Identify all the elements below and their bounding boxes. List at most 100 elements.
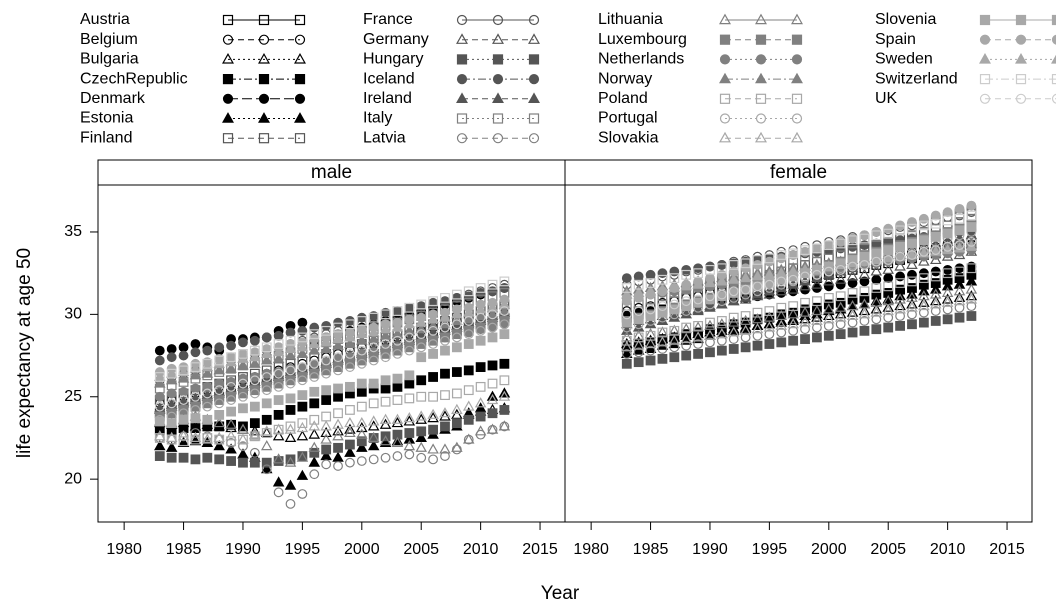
- point: [201, 433, 214, 444]
- point: [894, 293, 906, 304]
- point: [693, 263, 703, 274]
- point: [214, 385, 225, 396]
- point: [451, 403, 463, 414]
- point: [942, 228, 953, 239]
- legend-marker: [492, 33, 504, 44]
- point: [308, 441, 321, 452]
- point: [823, 313, 835, 324]
- point: [882, 304, 894, 316]
- point: [859, 276, 870, 287]
- point: [296, 430, 309, 441]
- point: [320, 420, 332, 431]
- legend-label: France: [363, 11, 413, 28]
- point: [716, 318, 728, 329]
- point: [404, 345, 415, 356]
- point: [308, 428, 321, 439]
- point: [462, 400, 475, 411]
- point: [392, 451, 403, 461]
- point: [776, 253, 787, 264]
- legend-marker: [258, 53, 270, 64]
- point: [332, 418, 344, 429]
- point: [752, 255, 763, 265]
- point: [261, 414, 272, 425]
- point: [953, 295, 966, 306]
- point: [451, 444, 462, 455]
- point: [942, 207, 953, 218]
- point: [930, 232, 941, 242]
- y-tick-label: 35: [64, 223, 82, 240]
- point: [918, 268, 929, 279]
- point: [154, 416, 165, 427]
- point: [356, 416, 368, 428]
- point: [380, 352, 391, 363]
- point: [894, 260, 906, 271]
- point: [165, 441, 178, 452]
- point: [379, 418, 392, 429]
- legend-marker: [294, 73, 306, 85]
- point: [858, 268, 871, 279]
- point: [966, 301, 977, 312]
- point: [692, 278, 704, 289]
- point: [261, 398, 272, 409]
- point: [403, 440, 416, 451]
- legend-marker: [294, 53, 306, 64]
- point: [249, 457, 260, 468]
- x-tick-label: 1980: [106, 541, 142, 558]
- point: [333, 365, 343, 376]
- point: [954, 266, 965, 277]
- point: [272, 453, 285, 464]
- point: [692, 304, 704, 316]
- point: [238, 457, 248, 468]
- point: [345, 352, 355, 363]
- point: [404, 393, 415, 404]
- point: [751, 323, 764, 334]
- point: [451, 292, 462, 303]
- point: [859, 240, 870, 251]
- point: [463, 291, 474, 302]
- point: [416, 352, 427, 363]
- point: [428, 454, 438, 465]
- point: [953, 285, 966, 296]
- point: [859, 230, 870, 241]
- point: [942, 314, 953, 325]
- point: [907, 250, 917, 260]
- legend-marker: [258, 14, 270, 26]
- point: [693, 339, 703, 349]
- point: [403, 433, 416, 444]
- legend-marker: [1051, 34, 1056, 45]
- point: [775, 309, 788, 321]
- point: [237, 433, 249, 444]
- point: [693, 349, 703, 359]
- legend-marker: [791, 13, 803, 25]
- point: [846, 306, 859, 317]
- point: [320, 426, 332, 438]
- point: [705, 264, 715, 275]
- point: [954, 240, 965, 251]
- point: [320, 336, 332, 347]
- point: [871, 238, 882, 249]
- point: [166, 452, 177, 463]
- point: [633, 347, 644, 358]
- point: [249, 375, 260, 386]
- point: [166, 352, 177, 363]
- point: [368, 342, 379, 353]
- point: [965, 283, 978, 294]
- legend-marker: [294, 133, 306, 144]
- point: [740, 342, 751, 353]
- point: [752, 281, 763, 292]
- legend-marker: [222, 14, 234, 26]
- point: [930, 316, 941, 326]
- point: [165, 367, 178, 378]
- point: [752, 330, 763, 341]
- point: [202, 401, 213, 412]
- point: [320, 433, 332, 444]
- legend-marker: [1051, 54, 1056, 64]
- point: [225, 362, 237, 373]
- point: [498, 304, 511, 316]
- legend-label: Lithuania: [598, 11, 663, 28]
- point: [273, 339, 284, 349]
- x-tick-label: 2000: [811, 541, 847, 558]
- point: [965, 290, 978, 301]
- point: [190, 362, 201, 372]
- point: [260, 440, 273, 451]
